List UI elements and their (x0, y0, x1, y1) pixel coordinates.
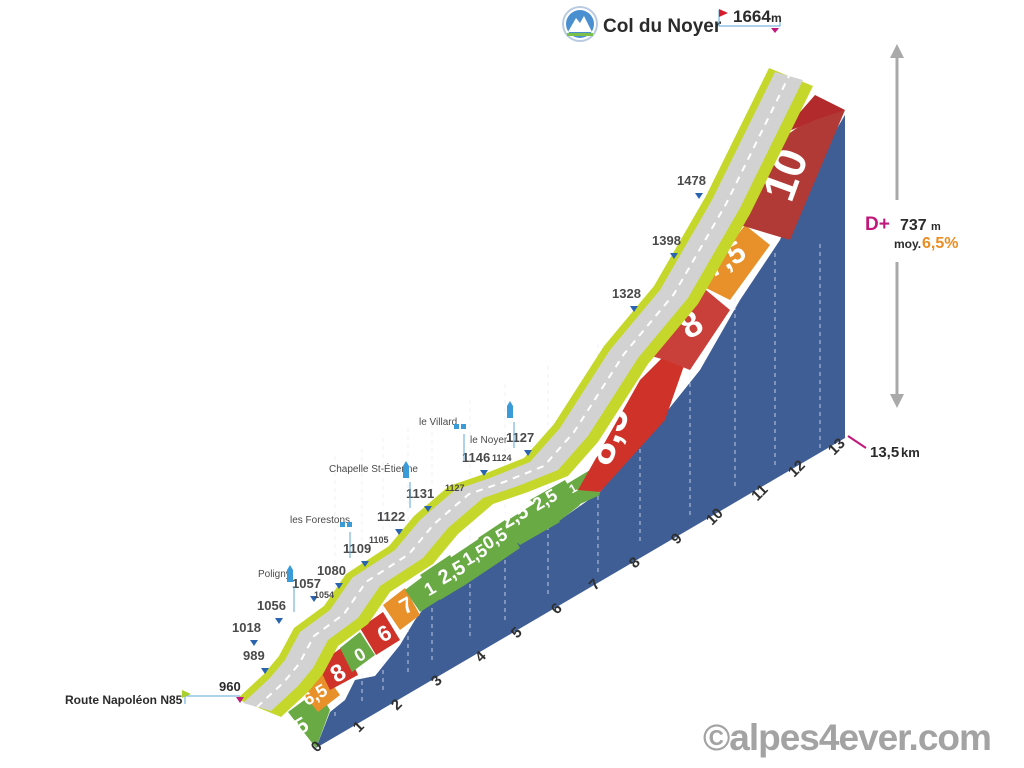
grade-segment (450, 538, 495, 585)
road-lane (243, 72, 803, 711)
place-markers: Poligny les Forestons Chapelle St-Étienne l… (258, 401, 515, 612)
distance-value: 13,5 (870, 444, 899, 461)
summit-altitude: 1664 (733, 7, 771, 26)
altitude-pin-icon (250, 640, 258, 646)
church-icon (507, 401, 513, 418)
altitude-label: 989 (243, 648, 265, 663)
dplus-unit: m (931, 221, 941, 233)
altitude-pin-icon (395, 529, 403, 535)
place-name: Chapelle St-Étienne (329, 462, 418, 475)
copyright-watermark: ©alpes4ever.com (703, 717, 991, 758)
grade-segment (420, 555, 465, 600)
altitude-pin-icon (261, 668, 269, 674)
dplus-value: 737 (900, 217, 927, 234)
start-flag-icon (182, 690, 191, 698)
altitude-label: 1328 (612, 286, 641, 301)
summit-pin-icon (771, 28, 779, 33)
place-name: Poligny (258, 569, 291, 580)
total-distance: 13,5 km (847, 435, 920, 461)
grade-segment (340, 632, 375, 672)
altitude-pin-icon (630, 306, 638, 312)
church-icon (403, 461, 409, 478)
grade-segment (383, 588, 420, 630)
altitude-pin-icon (480, 470, 488, 476)
road-centerline (256, 75, 790, 708)
small-altitude-label: 1054 (314, 590, 334, 600)
grade-segment (700, 225, 770, 300)
altitude-label: 1109 (343, 541, 371, 556)
start-marker: Route Napoléon N85 960 (65, 679, 244, 707)
grade-segment (648, 285, 730, 370)
summit-header: Col du Noyer 1664 m (562, 6, 782, 42)
elevation-gain-arrow (890, 44, 904, 408)
altitude-label: 1478 (677, 173, 706, 188)
grade-segment (740, 110, 845, 240)
summit-flag-icon (719, 9, 728, 17)
altitude-label: 1056 (257, 598, 286, 613)
altitude-pin-icon (424, 506, 432, 512)
altitude-label: 1080 (317, 563, 346, 578)
grade-segment (300, 670, 340, 712)
altitude-pin-icon (310, 596, 318, 602)
altitude-label: 1398 (652, 233, 681, 248)
altitude-label: 1057 (292, 576, 321, 591)
start-label: Route Napoléon N85 (65, 693, 183, 707)
avg-label: moy. (894, 237, 921, 251)
altitude-label: 1146 (462, 450, 490, 465)
grade-segment (780, 95, 845, 135)
dplus-label: D+ (865, 214, 890, 235)
altitude-pin-icon (335, 583, 343, 589)
altitude-label: 1131 (406, 486, 434, 501)
road-shoulder (237, 68, 813, 717)
small-altitude-label: 1105 (369, 535, 389, 545)
avg-value: 6,5% (922, 235, 958, 252)
climb-stats: D+ 737 m moy. 6,5% (865, 214, 958, 252)
place-name: le Noyer (470, 435, 508, 446)
altitude-label: 1122 (377, 509, 405, 524)
altitude-pin-icon (670, 253, 678, 259)
start-altitude: 960 (219, 679, 241, 694)
profile-side-area (316, 115, 845, 748)
summit-unit: m (771, 11, 782, 25)
church-icon (287, 565, 293, 582)
place-name: le Villard (419, 417, 457, 428)
distance-unit: km (901, 445, 920, 460)
altitude-label: 1127 (506, 430, 534, 445)
grade-segment (578, 320, 700, 492)
small-altitude-label: 1127 (445, 483, 465, 493)
altitude-label: 1018 (232, 620, 261, 635)
mountain-badge-icon (562, 6, 598, 42)
small-altitude-label: 1124 (492, 453, 512, 463)
altitude-pin-icon (524, 450, 532, 456)
road-surface (237, 68, 813, 717)
hamlet-icon (340, 522, 352, 527)
altitude-pin-icon (361, 561, 369, 567)
altitude-pin-icon (695, 193, 703, 199)
place-name: les Forestons (290, 515, 350, 526)
pass-name: Col du Noyer (603, 16, 722, 37)
start-pin-icon (236, 697, 244, 703)
hamlet-icon (454, 424, 466, 429)
altitude-pin-icon (275, 618, 283, 624)
grade-segment (405, 575, 442, 612)
grade-segment (360, 612, 400, 655)
